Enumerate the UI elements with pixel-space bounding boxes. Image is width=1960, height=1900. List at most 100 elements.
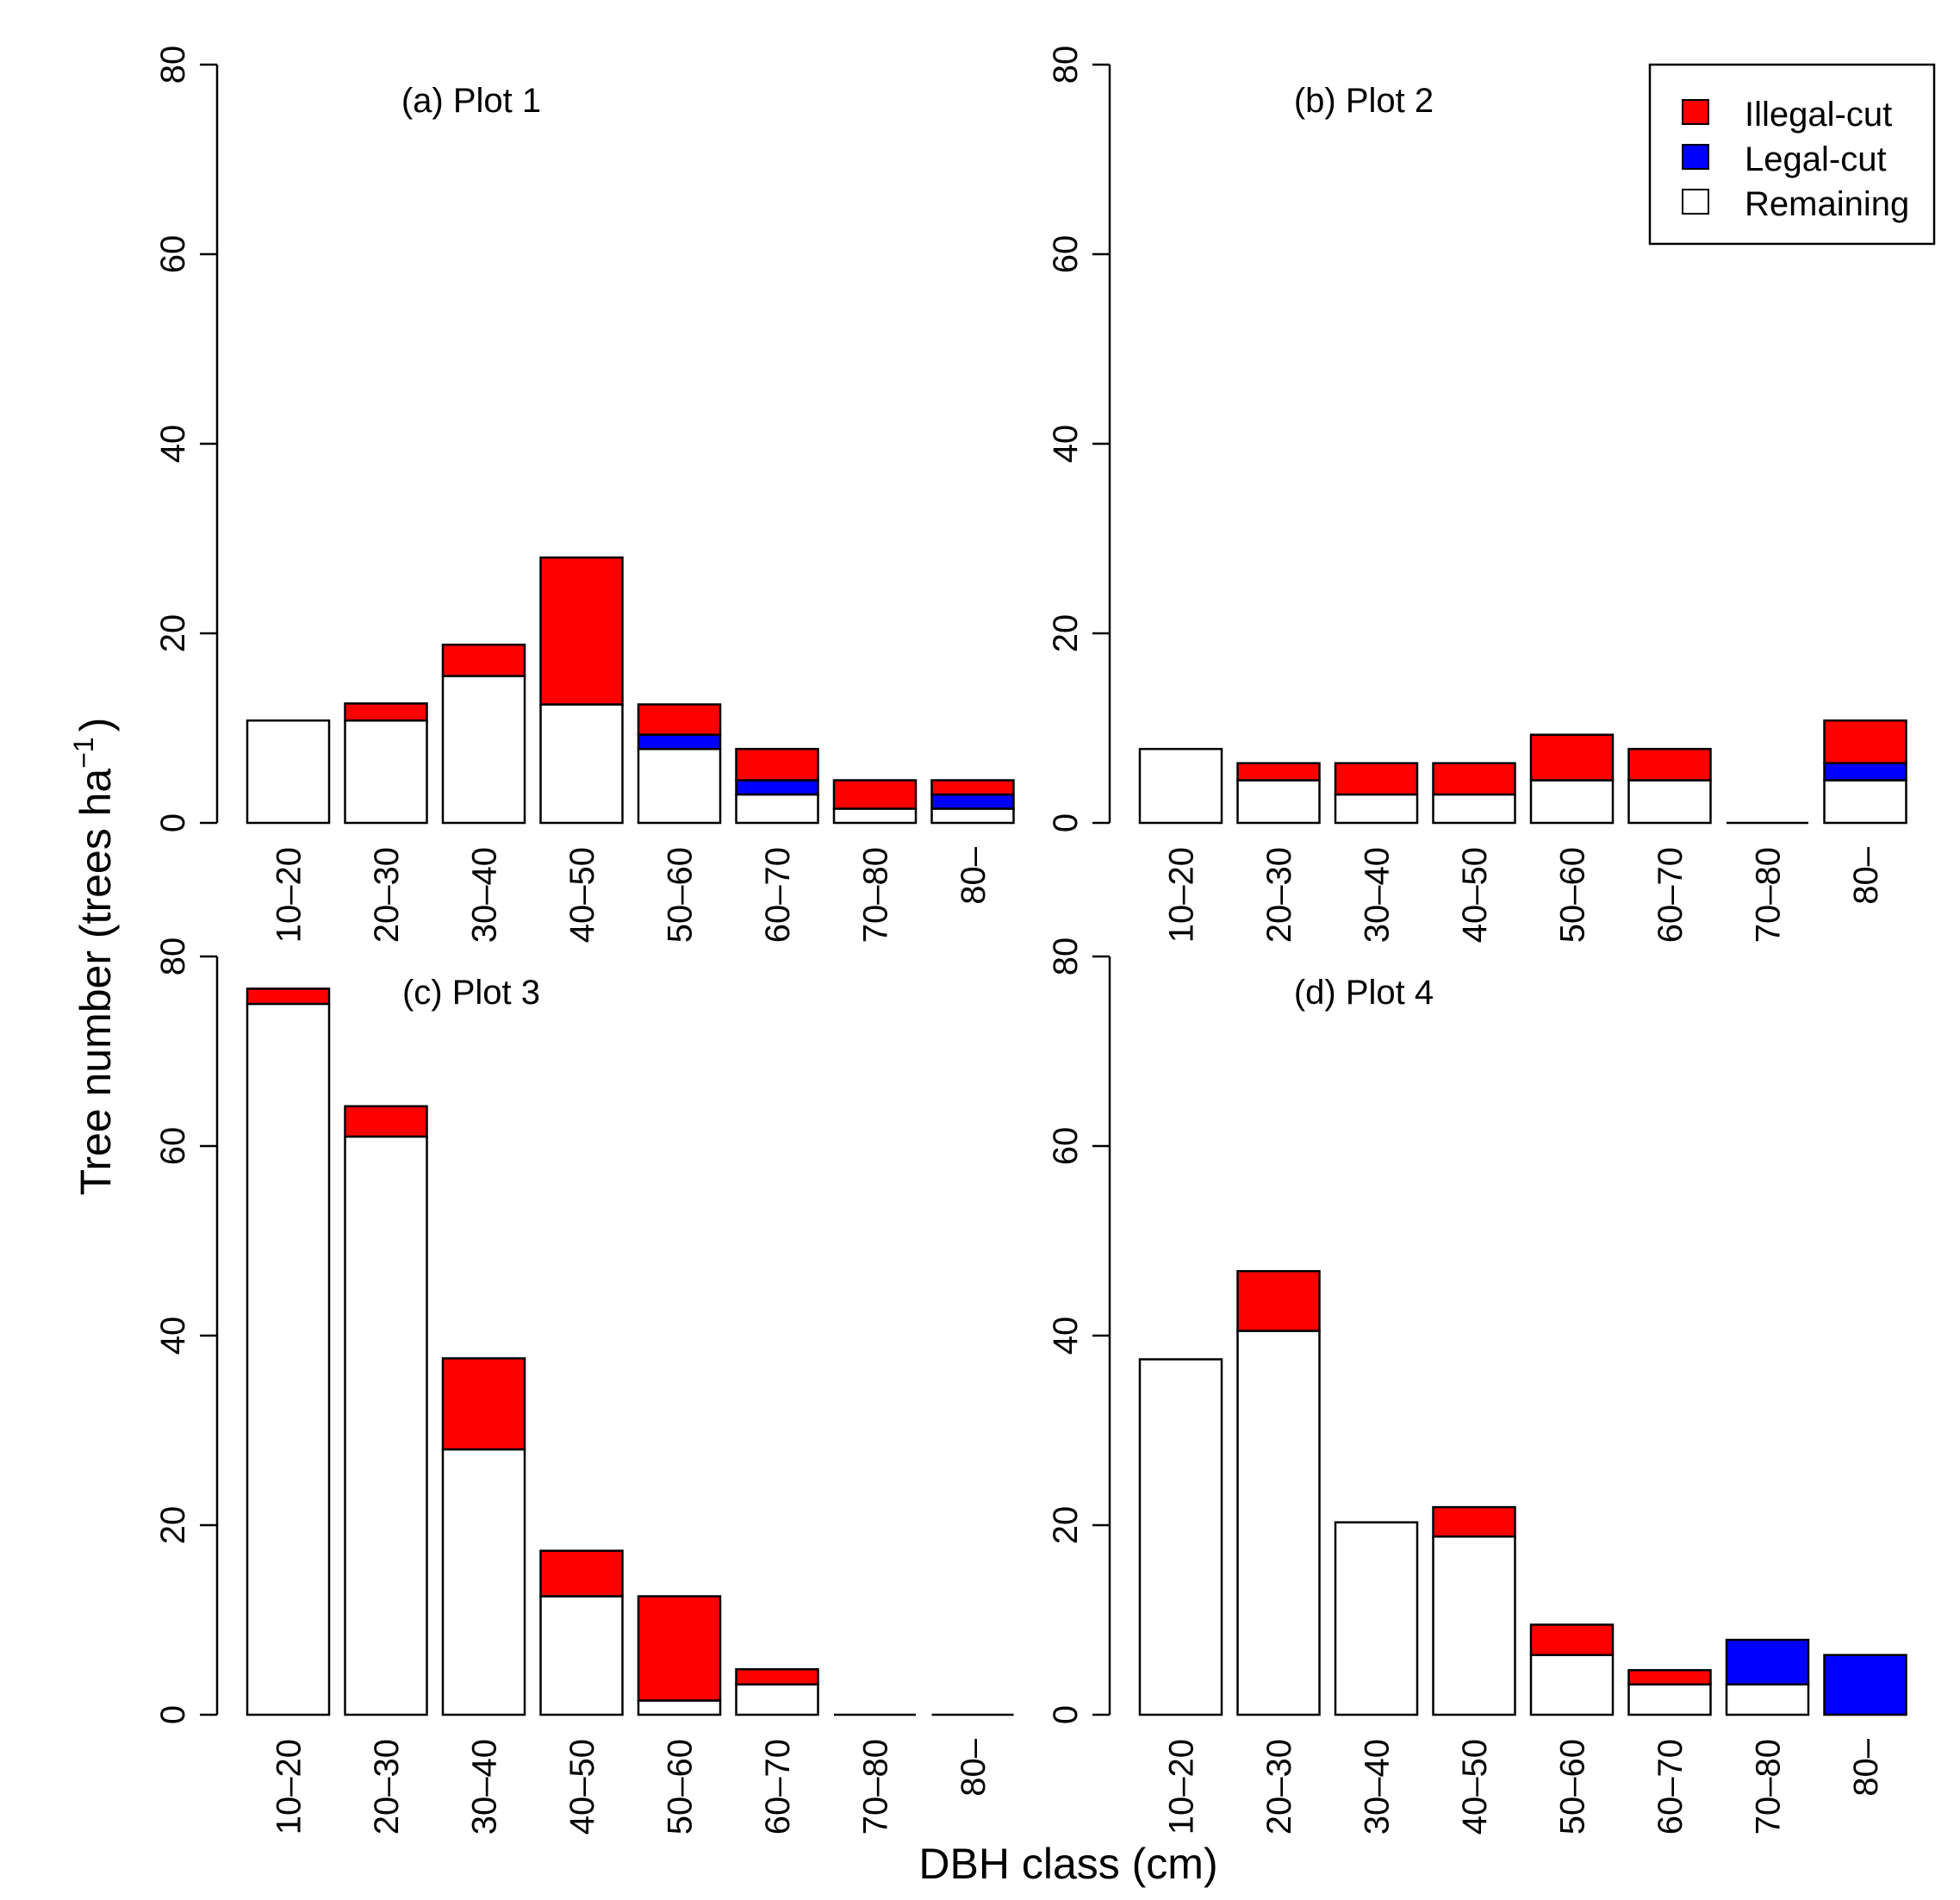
bar-remaining xyxy=(637,1699,722,1716)
category-label: 70–80 xyxy=(1750,847,1788,943)
category-label: 30–40 xyxy=(466,1739,504,1835)
y-axis-title-close: ) xyxy=(72,718,120,732)
category-label: 50–60 xyxy=(1554,847,1592,943)
category-label: 80– xyxy=(1847,1738,1885,1796)
category-label: 30–40 xyxy=(1359,847,1397,943)
bar-illegal-cut xyxy=(735,1667,819,1686)
legend-swatch-illegal-cut xyxy=(1682,99,1709,125)
category-label: 20–30 xyxy=(368,847,406,943)
bar-legal-cut xyxy=(930,793,1015,810)
category-label: 10–20 xyxy=(1163,1739,1201,1835)
bar-illegal-cut xyxy=(930,779,1015,796)
y-tick-label: 0 xyxy=(154,813,192,832)
bar-legal-cut xyxy=(1823,1654,1907,1716)
bar-remaining xyxy=(1627,779,1712,825)
y-tick-label: 60 xyxy=(1047,1127,1085,1166)
bar-illegal-cut xyxy=(1236,762,1321,782)
category-label: 10–20 xyxy=(271,1739,308,1835)
panel-2: 0 20 40 60 80 (b) Plot 2 10–20 20–30 30–40 40–50 5… xyxy=(1047,46,1907,943)
category-label: 70–80 xyxy=(857,1739,895,1835)
bar-remaining xyxy=(441,1448,526,1716)
panels-layer: 0 20 40 60 80 (a) Plot 1 10–20 20–30 30–40 40–50 5… xyxy=(154,46,1907,1835)
y-tick-label: 80 xyxy=(1047,46,1085,84)
y-tick-label: 60 xyxy=(154,1127,192,1166)
bar-legal-cut xyxy=(1823,762,1907,782)
y-tick-label: 80 xyxy=(1047,938,1085,976)
category-label: 50–60 xyxy=(662,1739,700,1835)
bar-illegal-cut xyxy=(735,747,819,782)
legend-swatch-remaining xyxy=(1682,189,1709,215)
bar-illegal-cut xyxy=(539,556,624,706)
category-label: 20–30 xyxy=(1260,1739,1298,1835)
panel-title: (d) Plot 4 xyxy=(1294,974,1434,1012)
bar-remaining xyxy=(1236,779,1321,825)
legend: Illegal-cut Legal-cut Remaining xyxy=(1648,63,1936,246)
category-label: 70–80 xyxy=(1750,1739,1788,1835)
category-label: 10–20 xyxy=(271,847,308,943)
bar-remaining xyxy=(344,1135,428,1716)
bar-illegal-cut xyxy=(832,779,918,810)
bar-illegal-cut xyxy=(1432,1505,1516,1538)
bar-illegal-cut xyxy=(1627,747,1712,782)
panel-1: 0 20 40 60 80 (a) Plot 1 10–20 20–30 30–40 40–50 5… xyxy=(154,46,1015,943)
y-tick-label: 20 xyxy=(1047,614,1085,653)
y-axis-title-superscript: −1 xyxy=(68,737,99,768)
bar-illegal-cut xyxy=(1236,1269,1321,1332)
y-tick-label: 0 xyxy=(154,1705,192,1724)
category-label: 40–50 xyxy=(563,847,601,943)
category-label: 60–70 xyxy=(759,847,797,943)
bar-legal-cut xyxy=(1725,1638,1810,1686)
bar-remaining xyxy=(1823,779,1907,825)
bar-legal-cut xyxy=(637,733,722,751)
panel-3: 0 20 40 60 80 (c) Plot 3 10–20 20–30 30–40 40–50 5… xyxy=(154,938,1014,1835)
legend-swatch-legal-cut xyxy=(1682,144,1709,170)
bar-illegal-cut xyxy=(637,1595,722,1702)
x-axis-title: DBH class (cm) xyxy=(918,1840,1217,1888)
bar-illegal-cut xyxy=(1529,1623,1615,1656)
y-tick-label: 20 xyxy=(1047,1506,1085,1545)
y-axis-title: Tree number (trees ha−1) xyxy=(68,718,120,1196)
category-label: 40–50 xyxy=(563,1739,601,1835)
panel-title: (c) Plot 3 xyxy=(402,974,540,1012)
y-tick-label: 80 xyxy=(154,46,192,84)
legend-label-illegal-cut: Illegal-cut xyxy=(1745,96,1892,134)
bar-remaining xyxy=(1725,1683,1810,1716)
category-label: 60–70 xyxy=(759,1739,797,1835)
bar-illegal-cut xyxy=(1627,1669,1712,1686)
bar-remaining xyxy=(246,719,331,825)
category-label: 10–20 xyxy=(1163,847,1201,943)
category-label: 50–60 xyxy=(662,847,700,943)
y-tick-label: 60 xyxy=(154,235,192,274)
bar-legal-cut xyxy=(735,779,819,796)
category-label: 80– xyxy=(1847,846,1885,904)
y-tick-label: 40 xyxy=(1047,1317,1085,1355)
category-label: 30–40 xyxy=(466,847,504,943)
bar-remaining xyxy=(441,675,526,825)
y-tick-label: 20 xyxy=(154,614,192,653)
panel-title: (a) Plot 1 xyxy=(401,82,541,120)
legend-label-legal-cut: Legal-cut xyxy=(1745,140,1887,178)
bar-remaining xyxy=(539,1595,624,1716)
y-axis-title-main: Tree number (trees ha xyxy=(72,769,120,1196)
y-tick-label: 0 xyxy=(1047,1705,1085,1724)
bar-illegal-cut xyxy=(344,1105,428,1138)
bar-remaining xyxy=(637,747,722,825)
y-tick-label: 40 xyxy=(154,1317,192,1355)
bar-remaining xyxy=(735,1683,819,1716)
bar-illegal-cut xyxy=(1334,762,1419,796)
panel-title: (b) Plot 2 xyxy=(1294,82,1434,120)
bar-remaining xyxy=(1529,1654,1615,1716)
y-tick-label: 0 xyxy=(1047,813,1085,832)
bar-remaining xyxy=(930,807,1015,825)
bar-remaining xyxy=(1627,1683,1712,1716)
category-label: 60–70 xyxy=(1652,1739,1689,1835)
bar-illegal-cut xyxy=(1432,762,1516,796)
bar-illegal-cut xyxy=(1529,733,1615,782)
bar-illegal-cut xyxy=(539,1549,624,1598)
bar-remaining xyxy=(1432,793,1516,825)
bar-remaining xyxy=(246,1002,331,1716)
bar-illegal-cut xyxy=(637,703,722,736)
bar-remaining xyxy=(1138,747,1223,825)
bar-remaining xyxy=(735,793,819,825)
